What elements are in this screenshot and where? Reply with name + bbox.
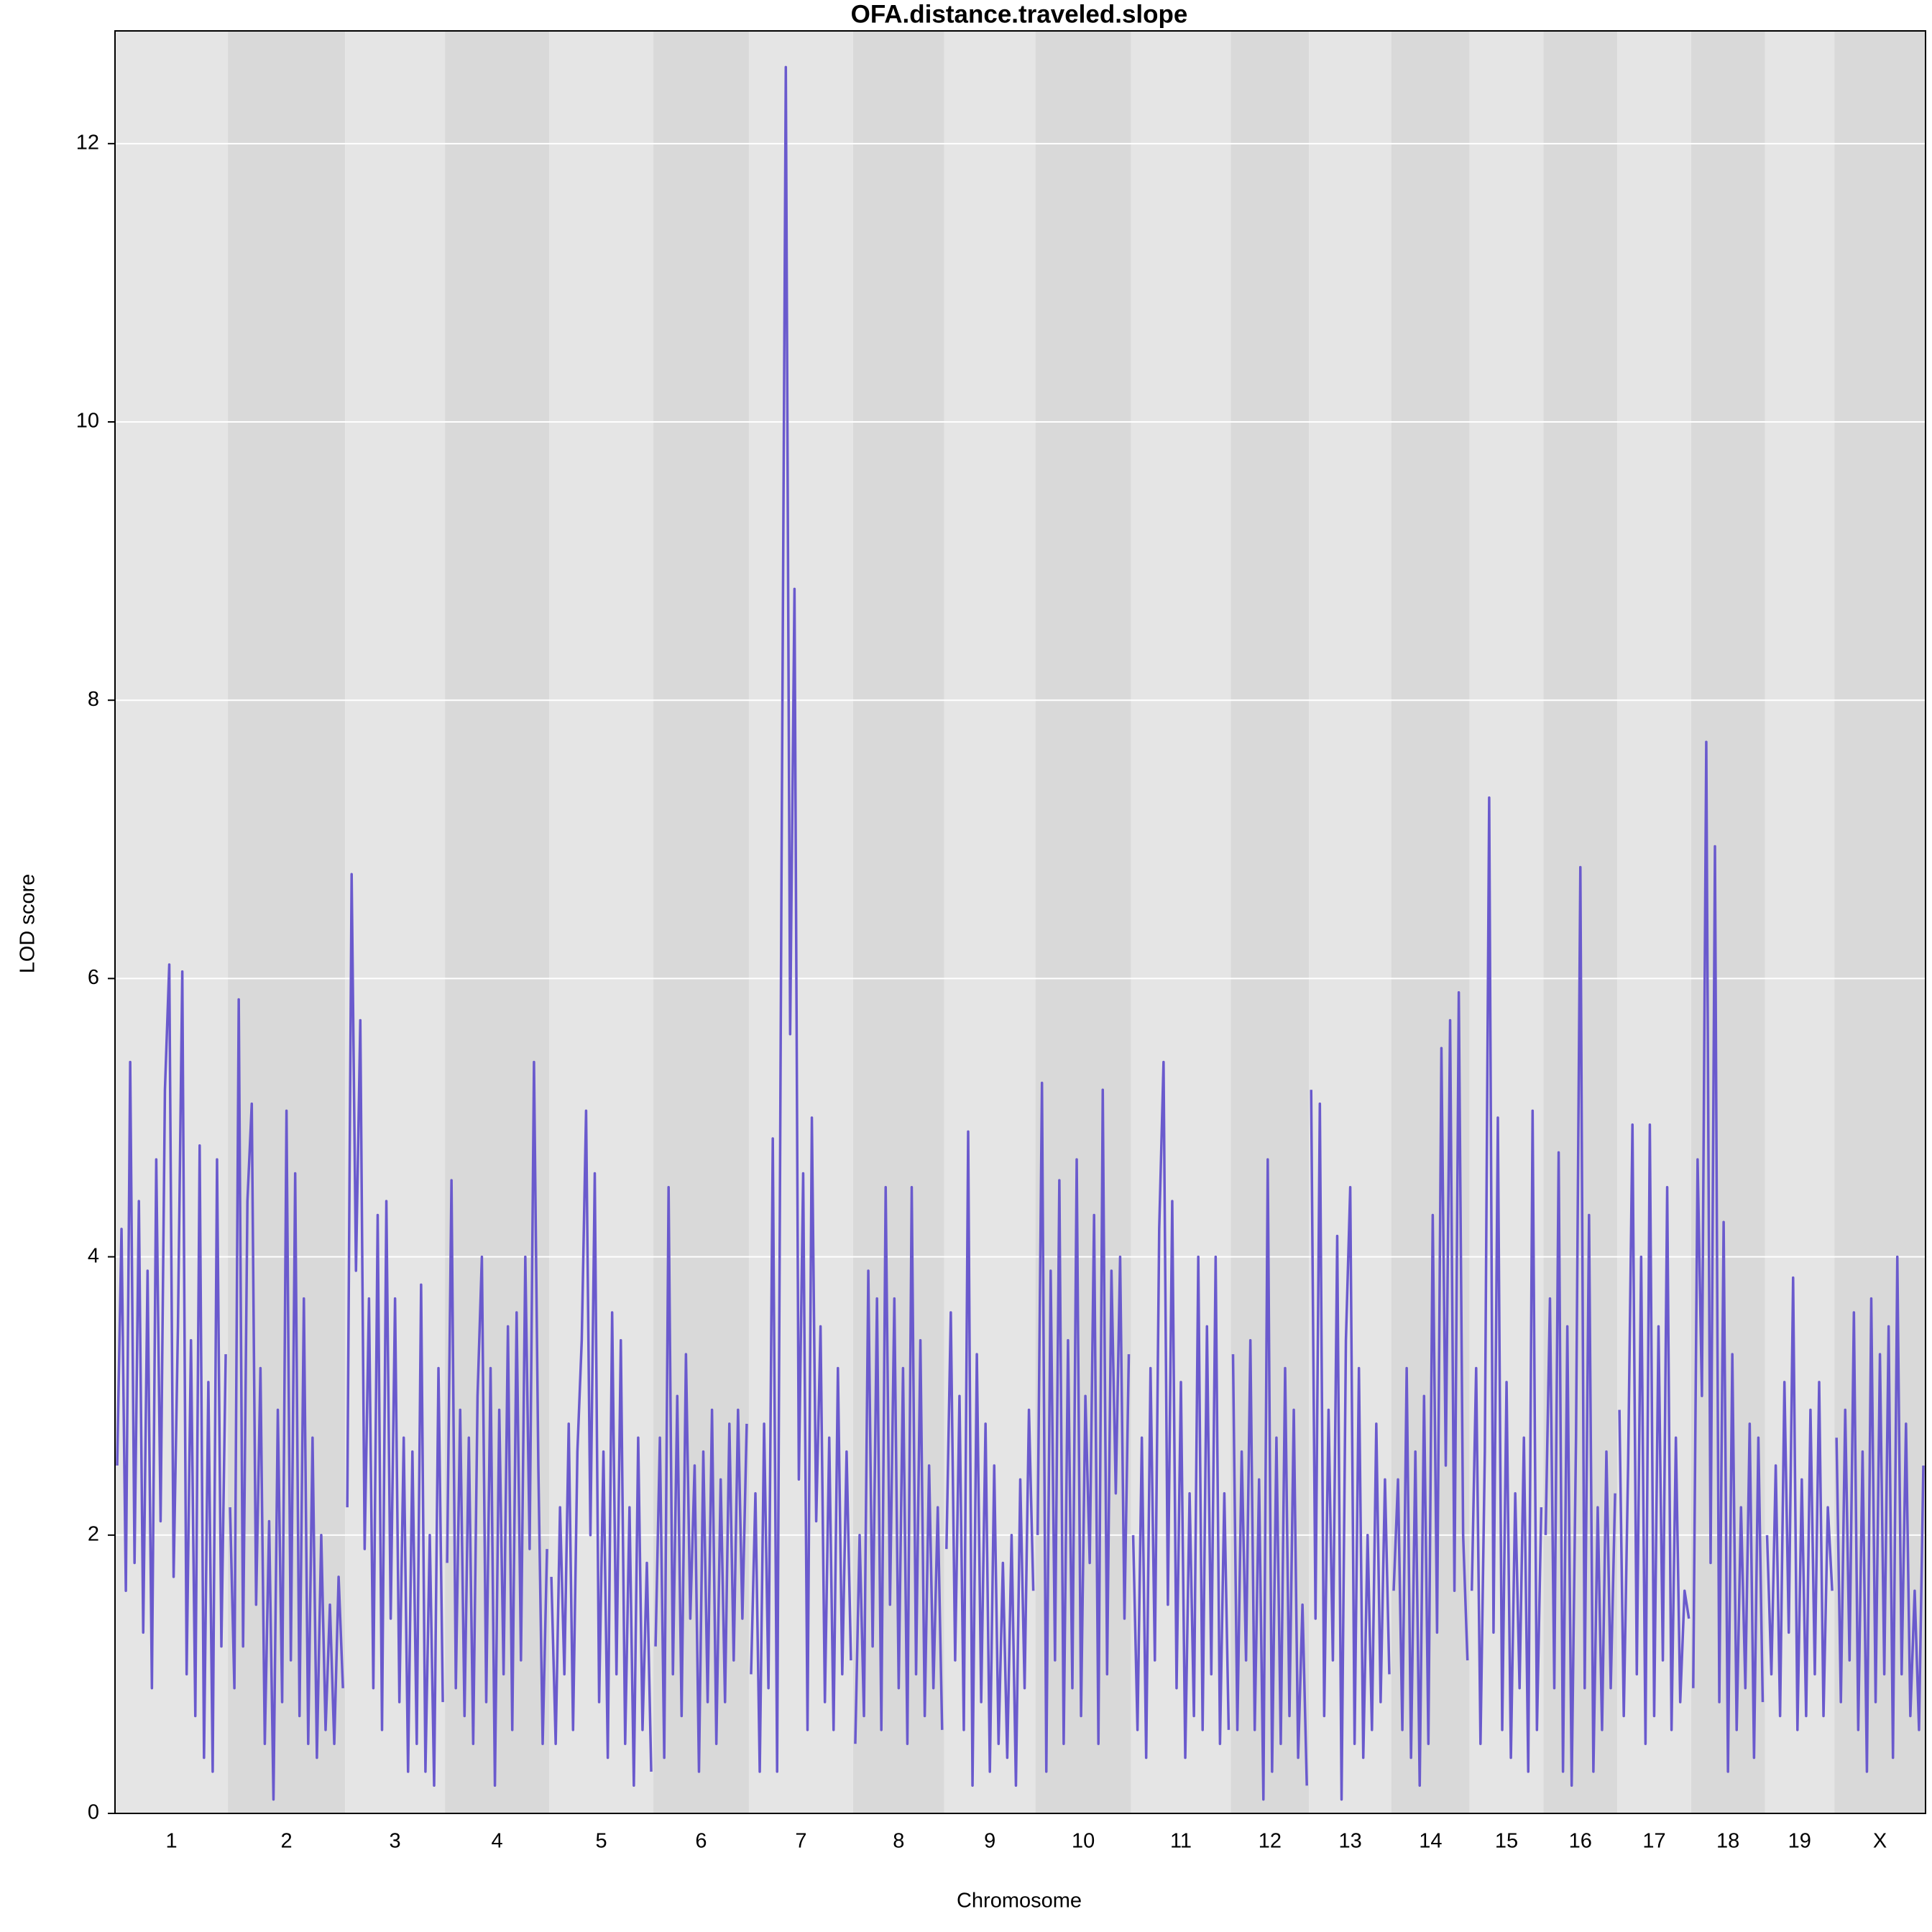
y-tick-label: 8	[88, 688, 99, 711]
lod-line	[1765, 1276, 1834, 1731]
chromosome-band	[1690, 31, 1765, 1813]
x-tick-label: 15	[1495, 1830, 1518, 1853]
x-tick-label: 3	[390, 1830, 401, 1853]
x-tick-label: 5	[595, 1830, 607, 1853]
x-tick-label: 19	[1788, 1830, 1811, 1853]
x-tick-label: 7	[795, 1830, 806, 1853]
lod-line	[1036, 1081, 1131, 1773]
x-tick-label: 2	[281, 1830, 293, 1853]
lod-line	[1392, 991, 1469, 1788]
lod-lines	[116, 65, 1925, 1801]
lod-line	[854, 1186, 944, 1745]
x-tick-label: 1	[165, 1830, 177, 1853]
chromosome-band	[748, 31, 853, 1813]
lod-line	[1470, 796, 1543, 1773]
lod-line	[1310, 1090, 1391, 1801]
lod-line	[1544, 865, 1616, 1788]
y-tick-label: 10	[76, 410, 99, 433]
chromosome-band	[1617, 31, 1691, 1813]
lod-line	[1131, 1060, 1230, 1760]
x-tick-label: 10	[1072, 1830, 1095, 1853]
x-tick-label: 16	[1569, 1830, 1592, 1853]
y-tick-label: 12	[76, 131, 99, 154]
x-tick-label: 9	[984, 1830, 995, 1853]
x-tick-label: 13	[1338, 1830, 1361, 1853]
y-tick-label: 2	[88, 1522, 99, 1545]
plot-frame	[114, 30, 1926, 1814]
x-tick-label: 14	[1419, 1830, 1442, 1853]
x-tick-label: 12	[1259, 1830, 1282, 1853]
x-tick-label: 8	[893, 1830, 904, 1853]
chromosome-band	[653, 31, 749, 1813]
chromosome-band	[1131, 31, 1231, 1813]
x-axis-label: Chromosome	[957, 1890, 1082, 1913]
y-tick-label: 4	[88, 1244, 99, 1267]
lod-line	[1618, 1123, 1690, 1745]
chromosome-band	[1834, 31, 1926, 1813]
axes	[108, 30, 1926, 1814]
x-tick-label: 17	[1642, 1830, 1665, 1853]
y-axis-label: LOD score	[17, 874, 40, 974]
chromosome-band	[1469, 31, 1544, 1813]
y-tick-label: 6	[88, 966, 99, 989]
x-tick-label: X	[1873, 1830, 1887, 1853]
lod-line	[346, 873, 444, 1788]
lod-line	[1692, 740, 1765, 1773]
lod-line	[654, 1186, 748, 1773]
x-tick-label: 6	[695, 1830, 707, 1853]
lod-line	[446, 1060, 548, 1788]
lod-line	[1231, 1158, 1308, 1801]
chart-title: OFA.distance.traveled.slope	[851, 0, 1188, 28]
lod-line	[750, 65, 852, 1773]
lod-line	[229, 998, 344, 1801]
x-tick-label: 4	[492, 1830, 503, 1853]
x-tick-label: 11	[1170, 1830, 1192, 1853]
lod-line	[945, 1130, 1035, 1788]
lod-line	[1835, 1255, 1925, 1773]
lod-line	[550, 1109, 653, 1788]
chromosome-band	[228, 31, 346, 1813]
chromosome-band	[345, 31, 446, 1813]
x-tick-label: 18	[1716, 1830, 1739, 1853]
y-tick-label: 0	[88, 1801, 99, 1824]
lod-line	[116, 963, 227, 1773]
